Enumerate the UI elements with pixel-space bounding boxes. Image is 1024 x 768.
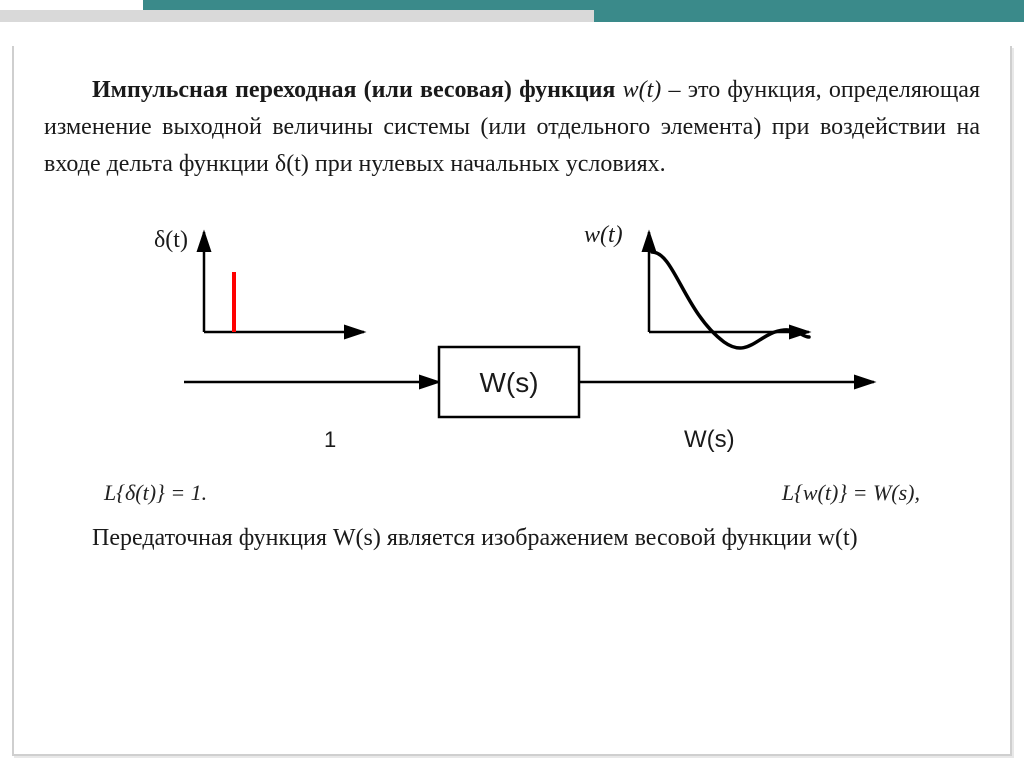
equation-right: L{w(t)} = W(s), xyxy=(782,480,920,506)
term-bold: Импульсная переходная (или весовая) функ… xyxy=(92,77,615,103)
svg-text:w(t): w(t) xyxy=(584,222,623,248)
block-diagram: δ(t) w(t) W(s) 1 W(s) xyxy=(44,202,980,472)
svg-text:δ(t): δ(t) xyxy=(154,227,188,253)
footer-paragraph: Передаточная функция W(s) является изобр… xyxy=(44,520,980,557)
svg-text:W(s): W(s) xyxy=(684,426,735,453)
decorative-header xyxy=(0,0,1024,32)
gray-stripe xyxy=(0,10,594,22)
svg-text:W(s): W(s) xyxy=(479,367,538,398)
equations-row: L{δ(t)} = 1. L{w(t)} = W(s), xyxy=(44,480,980,506)
svg-text:1: 1 xyxy=(324,427,336,452)
term-var: w(t) xyxy=(615,77,661,103)
diagram-svg: δ(t) w(t) W(s) 1 W(s) xyxy=(44,202,964,472)
equation-left: L{δ(t)} = 1. xyxy=(104,480,207,506)
slide-content: Импульсная переходная (или весовая) функ… xyxy=(44,72,980,557)
definition-paragraph: Импульсная переходная (или весовая) функ… xyxy=(44,72,980,184)
